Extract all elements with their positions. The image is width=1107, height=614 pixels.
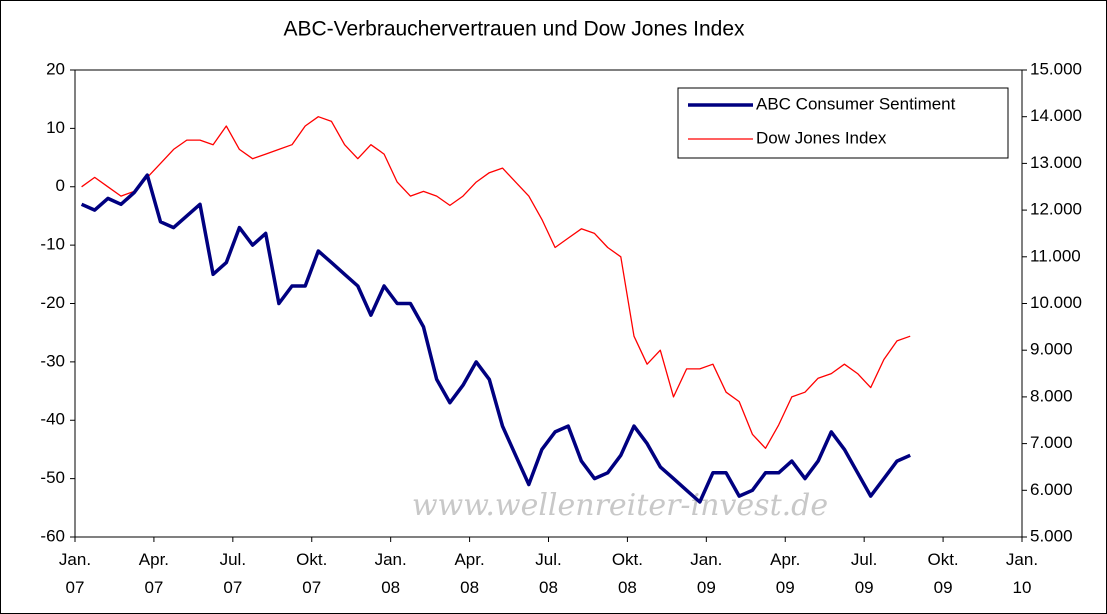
x-tick-label: Jan. 10 [1006, 550, 1038, 597]
x-tick-label-line: Jan. [690, 550, 722, 569]
x-tick-label-line: 08 [539, 578, 558, 597]
x-tick-label: Okt. 08 [612, 550, 643, 597]
x-tick-label-line: 09 [776, 578, 795, 597]
x-tick-label: Jul. 09 [851, 550, 877, 597]
x-tick-label: Apr. 08 [454, 550, 484, 597]
x-tick-label-line: Okt. [927, 550, 958, 569]
x-tick-label-line: 10 [1013, 578, 1032, 597]
x-tick-label: Okt. 09 [927, 550, 958, 597]
x-tick-label-line: Jul. [851, 550, 877, 569]
x-tick-label-line: 07 [302, 578, 321, 597]
y2-tick-label: 14.000 [1030, 106, 1082, 125]
y2-tick-label: 6.000 [1030, 480, 1073, 499]
legend-label: Dow Jones Index [756, 128, 887, 147]
series-line [80, 173, 911, 504]
x-tick-label: Apr. 09 [770, 550, 800, 597]
x-tick-label: Jan. 07 [59, 550, 91, 597]
x-tick-label-line: Jan. [59, 550, 91, 569]
y-tick-label: 10 [46, 118, 65, 137]
x-tick-label-line: 08 [618, 578, 637, 597]
x-tick-label-line: Okt. [612, 550, 643, 569]
y-tick-label: 0 [56, 176, 65, 195]
y2-tick-label: 10.000 [1030, 293, 1082, 312]
x-tick-label: Jul. 08 [535, 550, 561, 597]
legend-box [677, 87, 1009, 159]
x-tick-label: Jul. 07 [220, 550, 246, 597]
watermark: www.wellenreiter-invest.de [412, 488, 828, 523]
x-tick-label-line: Jan. [1006, 550, 1038, 569]
y-tick-label: -40 [40, 410, 65, 429]
y-tick-label: -60 [40, 526, 65, 545]
series-line [81, 116, 911, 449]
x-tick-label-line: 09 [855, 578, 874, 597]
x-tick-label-line: Apr. [139, 550, 169, 569]
x-tick-label-line: Jul. [220, 550, 246, 569]
x-tick-label-line: 09 [697, 578, 716, 597]
x-tick-label-line: Apr. [770, 550, 800, 569]
y-tick-label: -10 [40, 235, 65, 254]
x-tick-label: Jan. 08 [375, 550, 407, 597]
x-tick-label-line: Apr. [454, 550, 484, 569]
x-tick-label-line: 07 [66, 578, 85, 597]
x-tick-label: Jan. 09 [690, 550, 722, 597]
x-tick-label-line: Okt. [296, 550, 327, 569]
x-tick-label-line: Jan. [375, 550, 407, 569]
y-tick-label: -50 [40, 468, 65, 487]
y2-tick-label: 11.000 [1030, 246, 1081, 265]
y2-tick-label: 13.000 [1030, 153, 1082, 172]
y-tick-label: -20 [40, 293, 65, 312]
x-tick-label-line: 09 [934, 578, 953, 597]
x-tick-label-line: 07 [223, 578, 242, 597]
y-tick-label: 20 [46, 59, 65, 78]
y2-tick-label: 9.000 [1030, 340, 1073, 359]
x-tick-label-line: 08 [381, 578, 400, 597]
x-tick-label-line: 08 [460, 578, 479, 597]
x-tick-label-line: 07 [144, 578, 163, 597]
y2-tick-label: 12.000 [1030, 200, 1082, 219]
y-tick-label: -30 [40, 351, 65, 370]
y2-tick-label: 15.000 [1030, 59, 1082, 78]
y2-tick-label: 8.000 [1030, 386, 1073, 405]
chart-title: ABC-Verbrauchervertrauen und Dow Jones I… [283, 18, 745, 41]
x-tick-label: Okt. 07 [296, 550, 327, 597]
legend-label: ABC Consumer Sentiment [756, 94, 956, 113]
y2-tick-label: 5.000 [1030, 526, 1073, 545]
x-tick-label-line: Jul. [535, 550, 561, 569]
x-tick-label: Apr. 07 [139, 550, 169, 597]
y2-tick-label: 7.000 [1030, 433, 1073, 452]
